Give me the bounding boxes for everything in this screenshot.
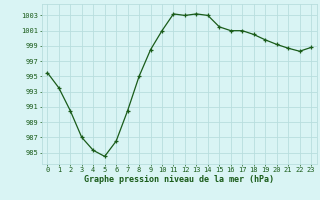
X-axis label: Graphe pression niveau de la mer (hPa): Graphe pression niveau de la mer (hPa) <box>84 175 274 184</box>
